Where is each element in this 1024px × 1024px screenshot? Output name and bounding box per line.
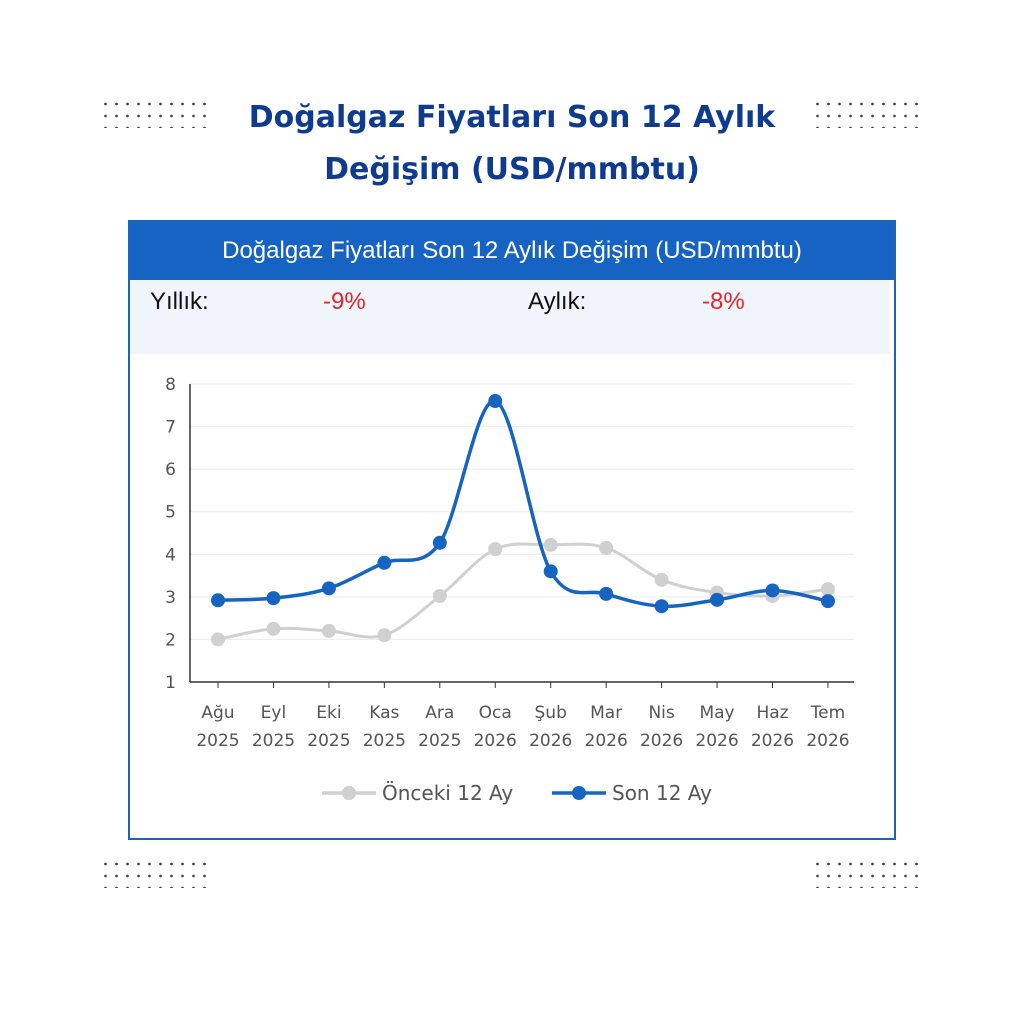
x-tick-label-year: 2026 (695, 731, 738, 751)
data-point-series-1 (266, 591, 281, 606)
data-point-series-1 (488, 394, 503, 409)
y-tick-label: 2 (165, 630, 176, 650)
x-tick-label-year: 2026 (751, 731, 794, 751)
annual-change-label: Yıllık: (150, 288, 209, 315)
legend-marker-0 (342, 786, 356, 800)
x-tick-label-year: 2025 (252, 731, 295, 751)
data-point-series-0 (377, 628, 392, 643)
monthly-change-value: -8% (702, 288, 745, 315)
x-tick-label-month: Şub (535, 703, 567, 723)
y-tick-label: 1 (165, 673, 176, 693)
data-point-series-0 (654, 572, 669, 587)
x-tick-label-year: 2026 (529, 731, 572, 751)
data-point-series-0 (820, 582, 835, 597)
data-point-series-0 (211, 632, 225, 647)
x-tick-label-month: Ağu (201, 703, 234, 723)
x-tick-label-month: Nis (648, 703, 674, 723)
series-line-1 (217, 399, 829, 609)
x-tick-label-month: May (699, 703, 734, 723)
data-point-series-1 (820, 594, 835, 609)
decorative-dots-top-left (100, 98, 212, 128)
x-tick-label-month: Kas (369, 703, 399, 723)
data-point-series-0 (543, 537, 558, 552)
decorative-dots-bottom-right (812, 858, 924, 888)
y-tick-label: 7 (165, 418, 176, 438)
x-tick-label-year: 2026 (585, 731, 628, 751)
decorative-dots-top-right (812, 98, 924, 128)
y-tick-label: 5 (165, 503, 176, 523)
data-point-series-1 (543, 564, 558, 579)
x-tick-label-month: Ara (425, 703, 454, 723)
y-tick-label: 3 (165, 588, 176, 608)
legend-marker-1 (572, 786, 586, 800)
x-tick-label-year: 2025 (307, 731, 350, 751)
data-point-series-1 (211, 593, 225, 608)
x-tick-label-month: Tem (810, 703, 846, 723)
data-point-series-0 (599, 540, 614, 555)
data-point-series-1 (710, 592, 725, 607)
data-point-series-0 (321, 623, 336, 638)
data-point-series-1 (654, 599, 669, 614)
annual-change-value: -9% (323, 288, 366, 315)
card-header: Doğalgaz Fiyatları Son 12 Aylık Değişim … (130, 222, 894, 280)
legend-label-1: Son 12 Ay (612, 781, 712, 805)
x-tick-label-month: Haz (756, 703, 788, 723)
y-tick-label: 8 (165, 375, 176, 395)
chart-card: Doğalgaz Fiyatları Son 12 Aylık Değişim … (128, 220, 896, 840)
stats-bar: Yıllık: -9% Aylık: -8% (130, 280, 890, 354)
monthly-change-label: Aylık: (528, 288, 587, 315)
data-point-series-1 (765, 583, 780, 598)
page-title-line-2: Değişim (USD/mmbtu) (324, 152, 700, 187)
data-point-series-1 (377, 555, 392, 570)
x-tick-label-month: Mar (590, 703, 622, 723)
data-point-series-1 (321, 581, 336, 596)
x-tick-label-month: Eyl (261, 703, 287, 723)
x-tick-label-year: 2026 (806, 731, 849, 751)
page-title-line-1: Doğalgaz Fiyatları Son 12 Aylık (248, 100, 776, 135)
data-point-series-0 (266, 621, 281, 636)
x-tick-label-year: 2025 (418, 731, 461, 751)
x-tick-label-year: 2026 (640, 731, 683, 751)
line-chart: 1 2 3 4 5 6 7 8 Ağu 2025 Eyl 2025 Eki 2025 Kas 2025 Ara 2… (165, 375, 854, 805)
x-tick-label-year: 2025 (196, 731, 239, 751)
decorative-dots-bottom-left (100, 858, 212, 888)
x-tick-label-month: Oca (479, 703, 512, 723)
x-tick-label-month: Eki (316, 703, 341, 723)
data-point-series-1 (432, 535, 447, 550)
x-tick-label-year: 2025 (363, 731, 406, 751)
x-tick-label-year: 2026 (474, 731, 517, 751)
data-point-series-1 (599, 586, 614, 601)
y-tick-label: 6 (165, 460, 176, 480)
legend-label-0: Önceki 12 Ay (382, 781, 513, 805)
data-point-series-0 (488, 542, 503, 557)
data-point-series-0 (432, 589, 447, 604)
y-tick-label: 4 (165, 545, 176, 565)
